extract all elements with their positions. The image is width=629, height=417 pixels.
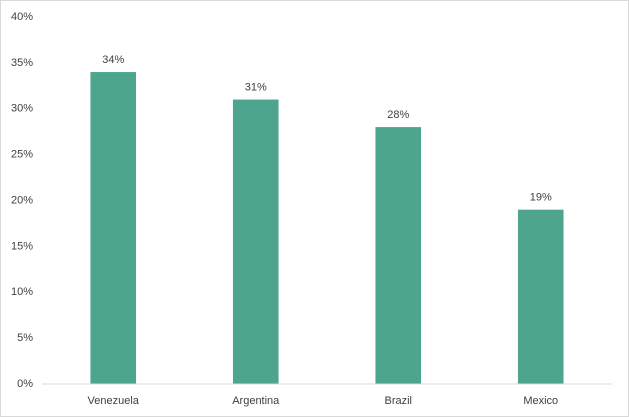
- y-tick-label: 40%: [11, 11, 33, 23]
- y-tick-label: 20%: [11, 194, 33, 206]
- y-tick-label: 0%: [17, 378, 33, 390]
- y-tick-label: 35%: [11, 57, 33, 69]
- x-tick-label: Brazil: [384, 395, 412, 407]
- y-tick-label: 5%: [17, 332, 33, 344]
- data-label: 19%: [530, 192, 552, 204]
- y-tick-label: 25%: [11, 149, 33, 161]
- data-label: 31%: [245, 81, 267, 93]
- bar: [90, 72, 137, 385]
- bar: [375, 127, 422, 384]
- data-label: 28%: [387, 109, 409, 121]
- x-tick-label: Venezuela: [88, 395, 140, 407]
- bar: [517, 209, 564, 384]
- y-tick-label: 30%: [11, 103, 33, 115]
- y-tick-label: 10%: [11, 286, 33, 298]
- x-tick-label: Mexico: [523, 395, 558, 407]
- y-tick-label: 15%: [11, 240, 33, 252]
- data-label: 34%: [102, 54, 124, 66]
- bar: [232, 99, 279, 384]
- x-tick-label: Argentina: [232, 395, 280, 407]
